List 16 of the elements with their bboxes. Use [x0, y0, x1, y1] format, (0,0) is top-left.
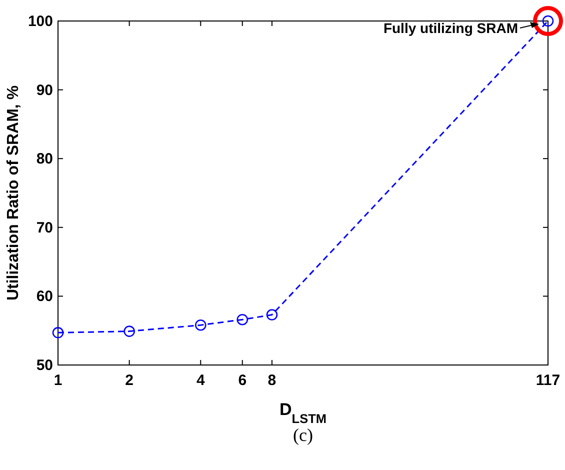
y-tick-label: 50 — [36, 357, 53, 374]
y-tick-label: 90 — [36, 82, 53, 99]
x-axis-title: D$_{LSTM}$ — [280, 400, 326, 426]
y-tick-label: 80 — [36, 150, 53, 168]
y-tick-label: 60 — [36, 288, 53, 306]
y-tick-label: 100 — [28, 13, 53, 30]
y-tick-label: 70 — [36, 219, 53, 236]
x-tick-label: 4 — [196, 372, 206, 389]
x-tick-label: 1 — [54, 372, 62, 389]
x-tick-label: 2 — [125, 372, 134, 389]
x-tick-label: 117 — [536, 372, 560, 389]
annotation: Fully utilizing SRAM — [383, 20, 518, 36]
x-tick-label: 6 — [238, 372, 247, 389]
x-tick-label: 8 — [268, 372, 276, 389]
text: (c) — [293, 425, 313, 445]
y-axis-title: Utilization Ratio of SRAM, % — [5, 85, 22, 301]
